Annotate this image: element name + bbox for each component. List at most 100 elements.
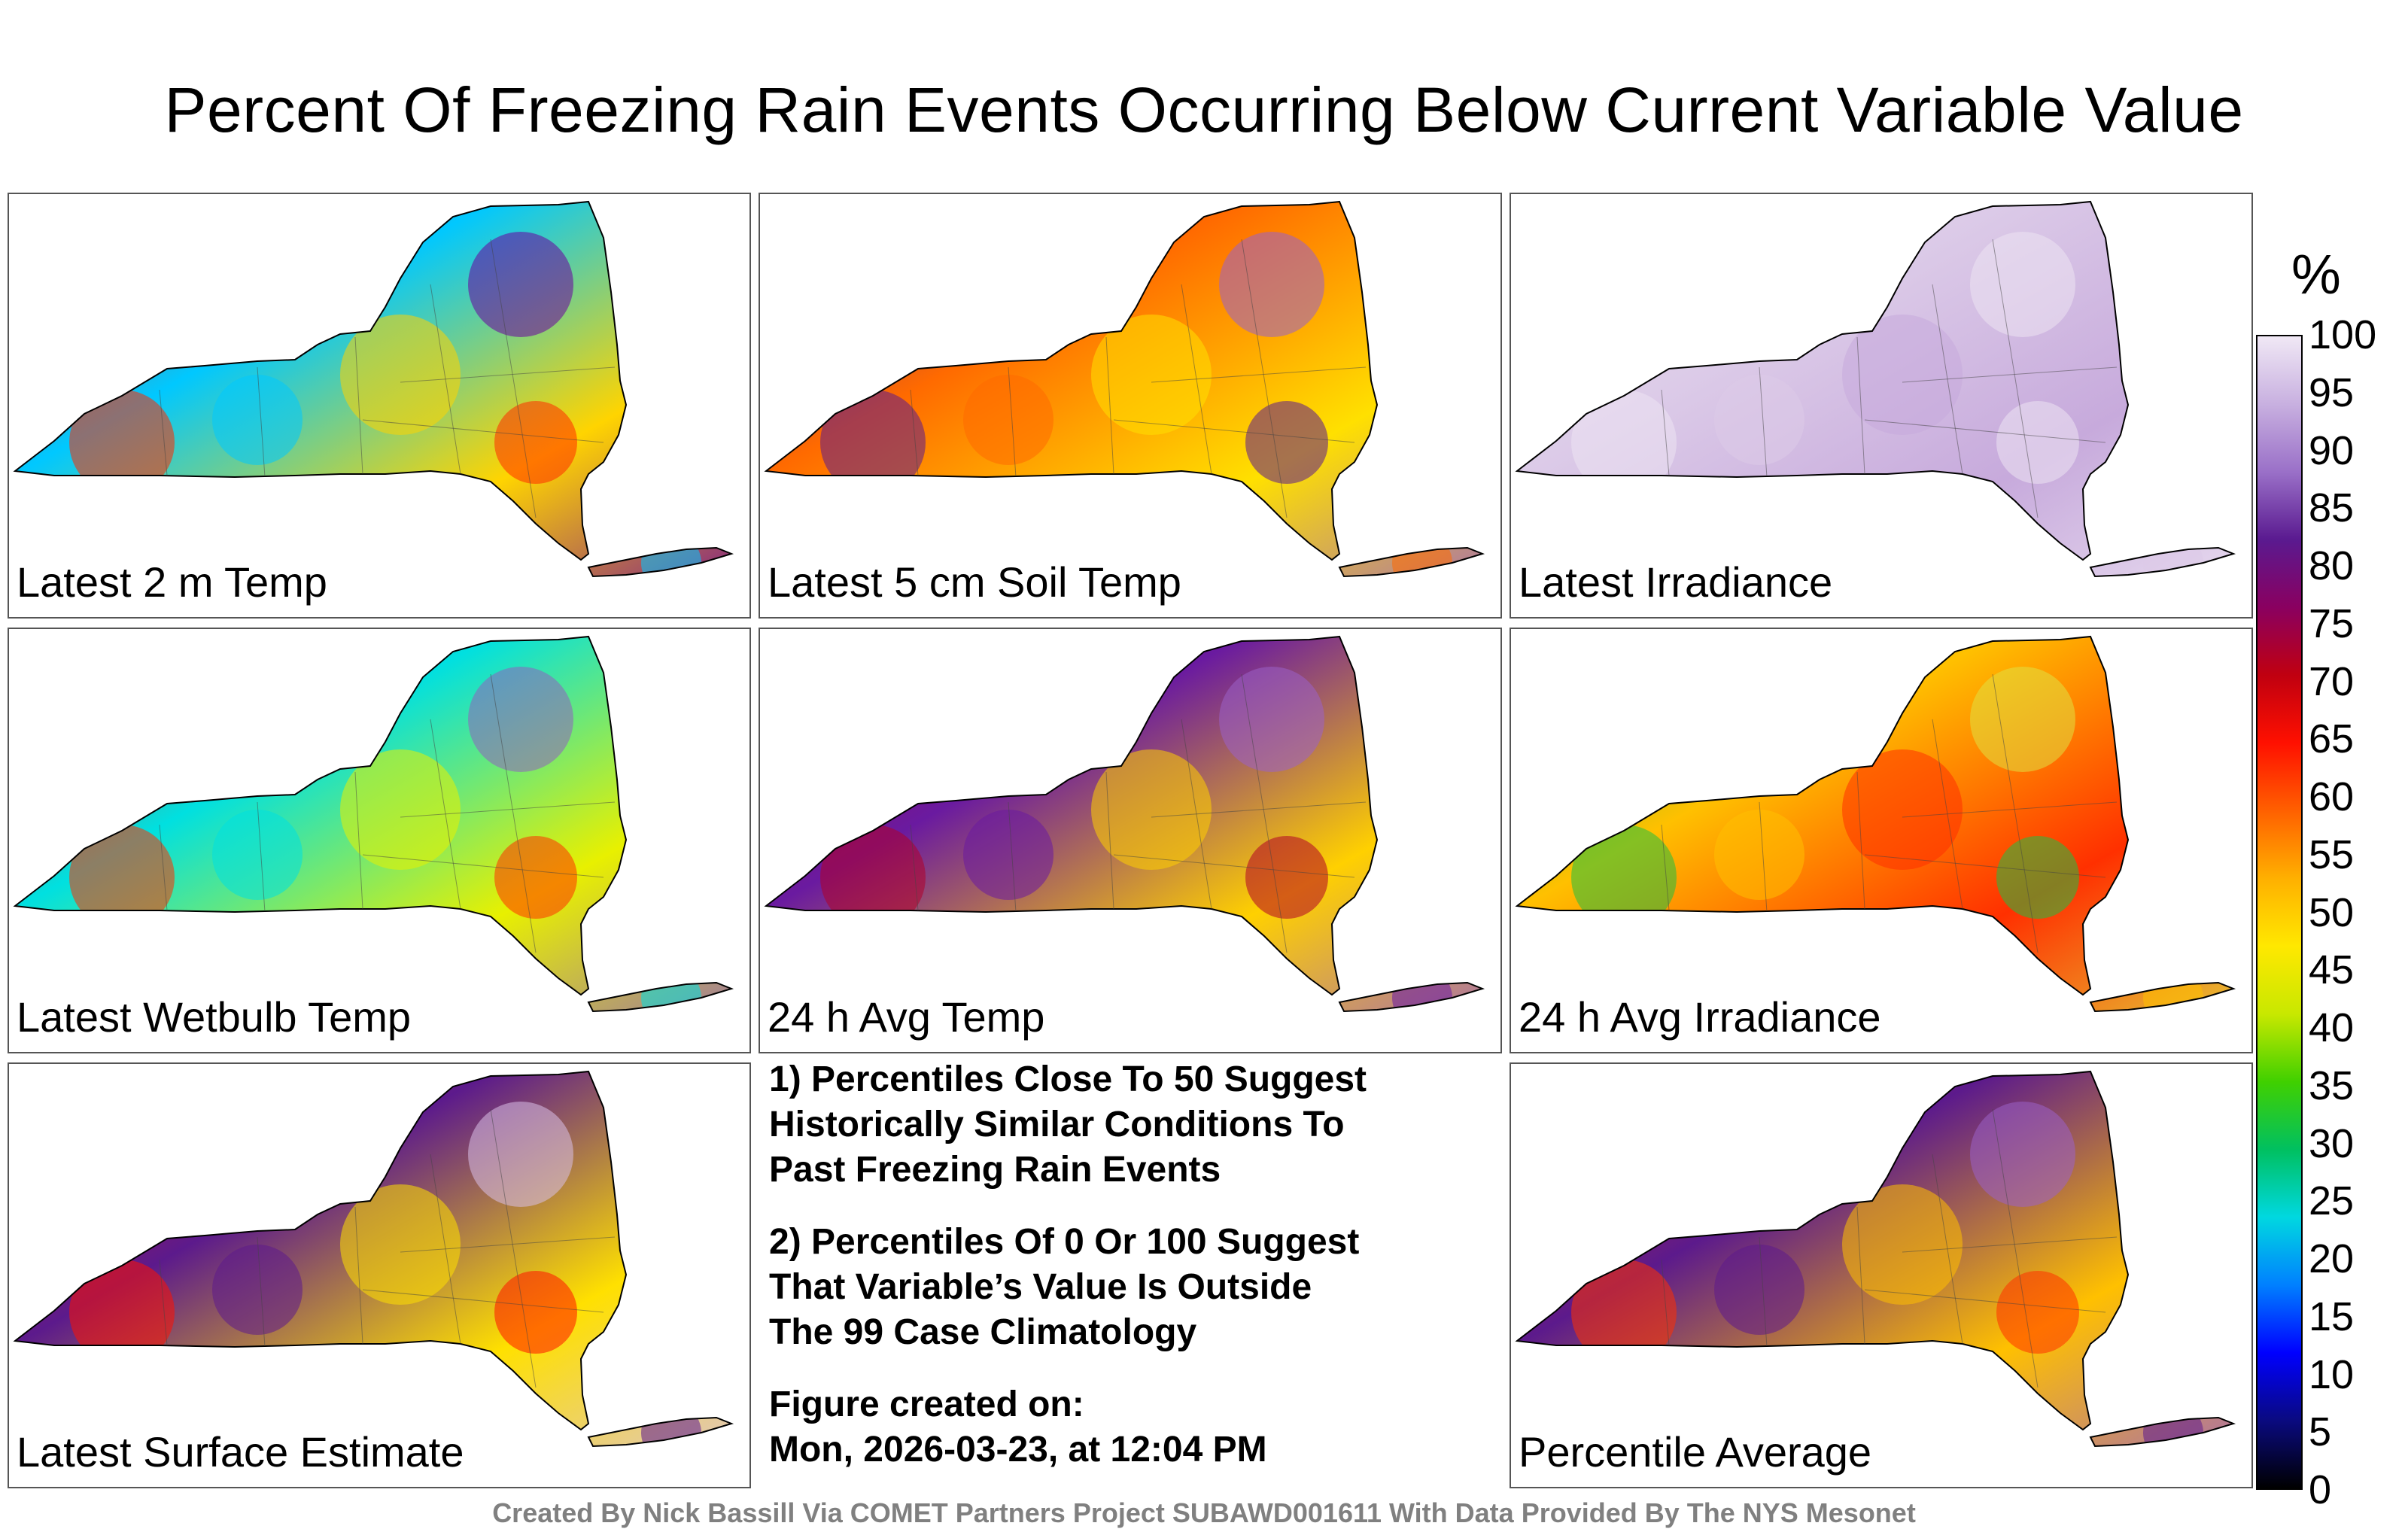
county-border	[159, 1259, 168, 1346]
field-blob	[468, 667, 573, 772]
panel-label: Latest Irradiance	[1519, 558, 1833, 606]
field-blob	[1571, 1260, 1677, 1365]
colorbar-tick-label: 45	[2309, 947, 2355, 993]
state-outline	[1338, 981, 1485, 1013]
state-map	[764, 635, 1485, 1013]
note-line: Past Freezing Rain Events	[769, 1150, 1221, 1190]
field-blob	[340, 749, 461, 870]
field-blob	[1219, 232, 1324, 337]
county-border	[362, 854, 604, 878]
county-border	[362, 1289, 604, 1313]
colorbar-tick-label: 65	[2309, 716, 2355, 762]
county-border	[257, 1236, 266, 1348]
panel-label: 24 h Avg Temp	[768, 993, 1045, 1041]
field-blob	[2143, 968, 2203, 1011]
colorbar-tick-label: 50	[2309, 889, 2355, 935]
state-outline	[2089, 546, 2236, 578]
colorbar-tick-label: 75	[2309, 600, 2355, 646]
note-line: The 99 Case Climatology	[769, 1312, 1197, 1352]
colorbar	[2256, 335, 2303, 1490]
state-outline	[587, 1416, 734, 1448]
state-map	[13, 1070, 734, 1448]
county-border	[1113, 419, 1355, 443]
field-blob	[1714, 1245, 1804, 1335]
state-outline	[13, 1070, 628, 1431]
field-blob	[963, 810, 1054, 900]
notes-text: 1) Percentiles Close To 50 Suggest Histo…	[769, 1057, 1491, 1500]
county-border	[1864, 854, 2106, 878]
state-outline	[2089, 981, 2236, 1013]
county-border	[1151, 366, 1367, 383]
note-line: That Variable’s Value Is Outside	[769, 1267, 1312, 1307]
colorbar-tick-label: 85	[2309, 485, 2355, 531]
county-border	[1759, 366, 1768, 478]
county-border	[490, 1108, 537, 1388]
colorbar-tick-label: 90	[2309, 427, 2355, 473]
county-border	[1864, 419, 2106, 443]
field-blob	[494, 1271, 577, 1354]
county-border	[1661, 389, 1670, 476]
county-border	[910, 824, 919, 911]
county-border	[1992, 1108, 2039, 1388]
field-blob	[1996, 1271, 2079, 1354]
panel-label: 24 h Avg Irradiance	[1519, 993, 1881, 1041]
field-blob	[1714, 375, 1804, 465]
field-blob	[69, 825, 175, 930]
state-outline	[587, 981, 734, 1013]
county-border	[490, 239, 537, 518]
county-border	[1902, 366, 2118, 383]
field-blob	[494, 836, 577, 919]
field-blob	[1245, 836, 1328, 919]
panel-label: Latest Wetbulb Temp	[17, 993, 412, 1041]
county-border	[1105, 336, 1114, 475]
state-outline	[1338, 546, 1485, 578]
county-border	[1241, 239, 1288, 518]
field-blob	[1996, 401, 2079, 484]
county-border	[1864, 1289, 2106, 1313]
state-outline	[1515, 635, 2130, 996]
colorbar-tick-label: 35	[2309, 1062, 2355, 1108]
panel-latest-wetbulb-temp: Latest Wetbulb Temp	[8, 628, 751, 1053]
state-outline	[587, 546, 734, 578]
county-border	[1902, 1236, 2118, 1253]
panel-label: Latest Surface Estimate	[17, 1428, 464, 1476]
panel-percentile-average: Percentile Average	[1510, 1062, 2253, 1488]
county-border	[159, 389, 168, 476]
county-border	[1661, 1259, 1670, 1346]
field-blob	[1571, 825, 1677, 930]
state-map	[1515, 1070, 2236, 1448]
panel-24h-avg-irradiance: 24 h Avg Irradiance	[1510, 628, 2253, 1053]
field-blob	[1245, 401, 1328, 484]
state-outline	[13, 200, 628, 561]
field-blob	[1219, 667, 1324, 772]
field-blob	[494, 401, 577, 484]
colorbar-tick-label: 25	[2309, 1178, 2355, 1224]
colorbar-tick-label: 30	[2309, 1120, 2355, 1166]
county-border	[1008, 801, 1017, 913]
note-line: 1) Percentiles Close To 50 Suggest	[769, 1059, 1367, 1099]
county-border	[1856, 1206, 1865, 1345]
county-border	[257, 366, 266, 478]
field-blob	[1091, 315, 1212, 435]
state-map	[1515, 200, 2236, 578]
note-line: 2) Percentiles Of 0 Or 100 Suggest	[769, 1222, 1360, 1262]
county-border	[1759, 801, 1768, 913]
county-border	[354, 1206, 363, 1345]
state-map	[1515, 635, 2236, 1013]
field-blob	[2143, 533, 2203, 576]
county-border	[1992, 673, 2039, 953]
field-blob	[69, 1260, 175, 1365]
field-blob	[641, 533, 701, 576]
county-border	[1105, 771, 1114, 910]
field-blob	[340, 315, 461, 435]
county-border	[354, 771, 363, 910]
field-blob	[641, 968, 701, 1011]
field-blob	[1970, 232, 2075, 337]
state-map	[764, 200, 1485, 578]
field-blob	[1571, 390, 1677, 495]
colorbar-unit: %	[2291, 243, 2341, 305]
field-blob	[212, 1245, 303, 1335]
panel-latest-5cm-soil-temp: Latest 5 cm Soil Temp	[759, 193, 1502, 619]
colorbar-tick-label: 55	[2309, 831, 2355, 877]
county-border	[159, 824, 168, 911]
